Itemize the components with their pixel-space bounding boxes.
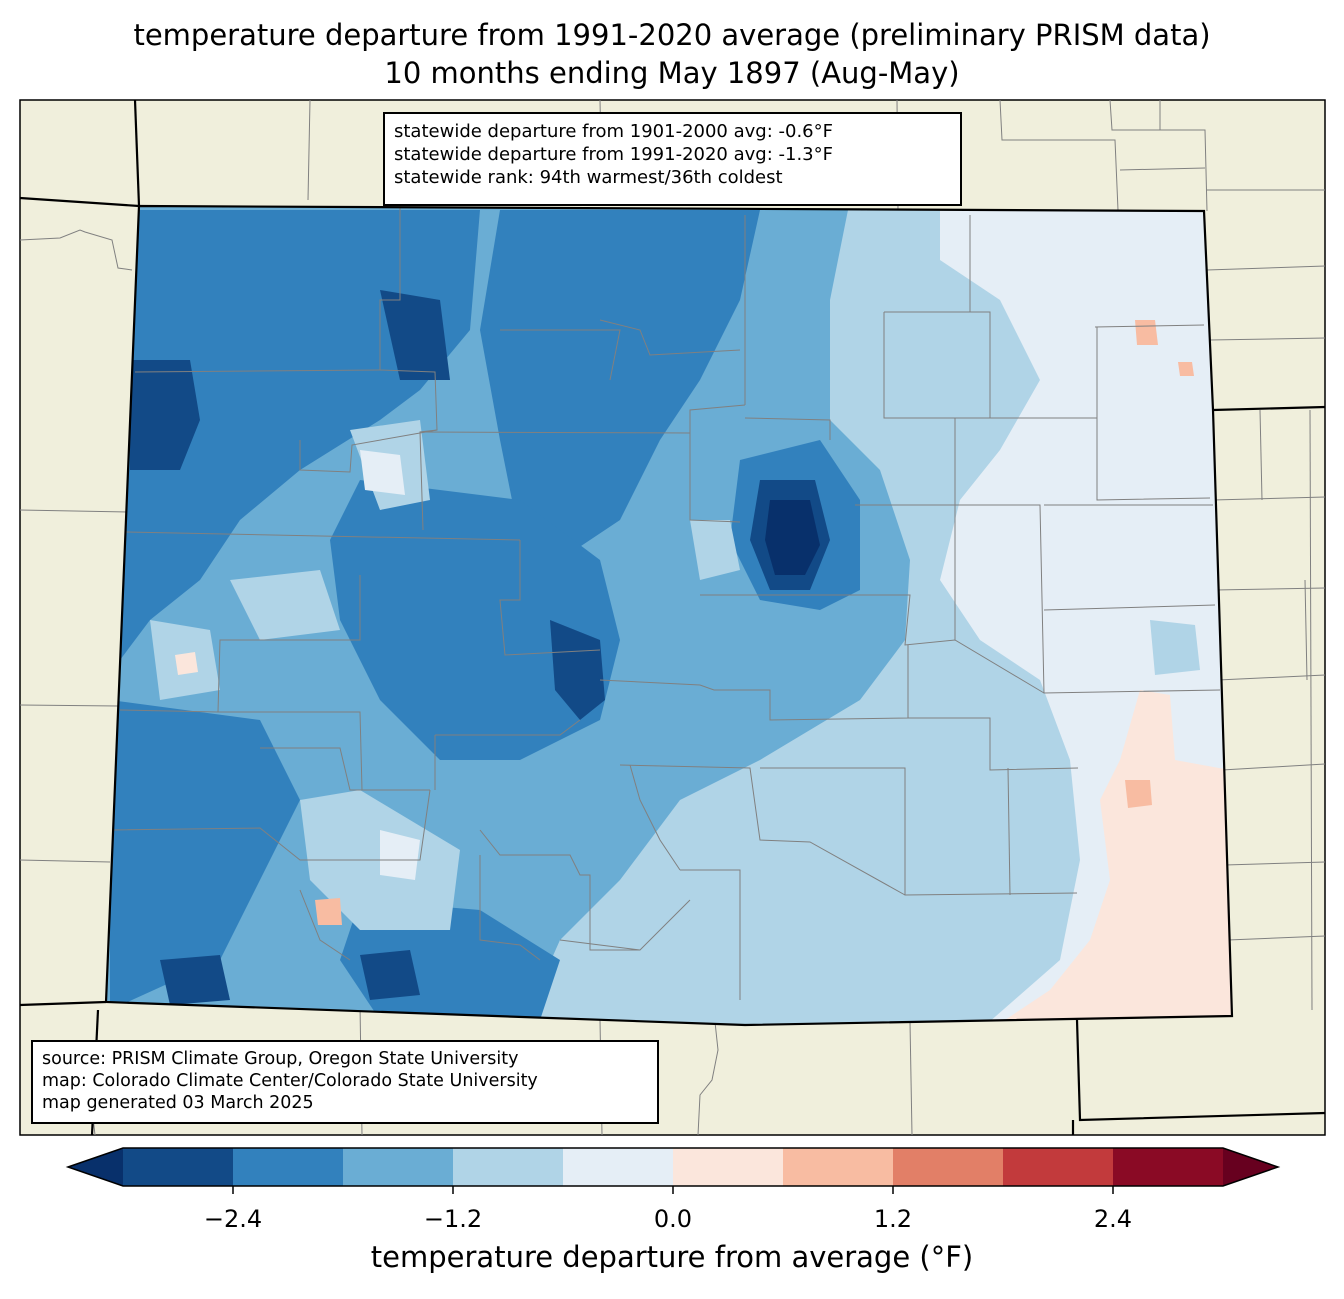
statewide-stats-box: statewide departure from 1901-2000 avg: … — [383, 112, 962, 206]
field-patch-pale-2 — [380, 830, 420, 880]
colorbar-bin-6 — [673, 1148, 783, 1186]
field-spot-warm-w — [175, 652, 198, 675]
colorbar-extend-low — [68, 1148, 123, 1186]
colorbar-tick-label-4: 1.2 — [873, 1205, 913, 1233]
colorbar-bin-4 — [453, 1148, 563, 1186]
source-line: source: PRISM Climate Group, Oregon Stat… — [42, 1049, 519, 1069]
colorbar-tick-label-3: 0.0 — [653, 1205, 693, 1233]
colorbar — [65, 1147, 1281, 1194]
field-spot-warm-ne-2 — [1178, 362, 1194, 376]
map-title-line-1: temperature departure from 1991-2020 ave… — [133, 18, 1211, 52]
field-spot-warm-sw — [315, 898, 342, 925]
colorbar-tick-label-1: −2.4 — [203, 1205, 263, 1233]
field-patch-pale-1 — [360, 450, 405, 495]
colorbar-tick-label-5: 2.4 — [1093, 1205, 1133, 1233]
field-region-dark-blue-north — [480, 210, 760, 560]
colorbar-bin-8 — [893, 1148, 1003, 1186]
colorbar-label: temperature departure from average (°F) — [370, 1240, 974, 1274]
field-region-dark-blue-central — [330, 480, 620, 760]
colorbar-extend-high — [1223, 1148, 1278, 1186]
field-spot-darkest-north — [380, 290, 450, 380]
map-credit-line: map: Colorado Climate Center/Colorado St… — [42, 1071, 538, 1091]
field-spot-warm-ne — [1135, 320, 1158, 345]
field-patch-light-4 — [230, 570, 340, 640]
colorbar-bin-2 — [233, 1148, 343, 1186]
field-spot-darkest-west — [130, 360, 200, 470]
stats-rank: statewide rank: 94th warmest/36th coldes… — [394, 167, 783, 188]
field-spot-darkest-south — [360, 950, 420, 1000]
field-region-dark-blue-sw — [110, 700, 300, 1010]
stats-departure-1991-2020: statewide departure from 1991-2020 avg: … — [394, 144, 833, 165]
field-spot-deepest-frontrange — [765, 500, 820, 575]
source-credit-box: source: PRISM Climate Group, Oregon Stat… — [31, 1040, 659, 1124]
colorado-outline — [104, 204, 1234, 1027]
field-spot-darkest-sw — [160, 955, 230, 1005]
temperature-field — [106, 206, 1232, 1025]
map-title-line-2: 10 months ending May 1897 (Aug-May) — [384, 56, 960, 90]
colorbar-bin-5 — [563, 1148, 673, 1186]
colorbar-bin-10 — [1113, 1148, 1223, 1186]
field-patch-light-east — [1150, 620, 1200, 675]
field-spot-darkest-central — [550, 620, 605, 720]
colorbar-bin-1 — [123, 1148, 233, 1186]
colorbar-bin-3 — [343, 1148, 453, 1186]
colorbar-ticks — [232, 1186, 1114, 1194]
field-region-warm-se — [990, 690, 1232, 1025]
colorbar-bin-9 — [1003, 1148, 1113, 1186]
field-spot-warm-se — [1125, 780, 1152, 808]
colorado-county-lines — [109, 206, 1221, 1000]
colorbar-bin-7 — [783, 1148, 893, 1186]
field-patch-light-5 — [690, 520, 740, 580]
stats-departure-1901-2000: statewide departure from 1901-2000 avg: … — [394, 121, 833, 142]
colorbar-tick-label-2: −1.2 — [423, 1205, 483, 1233]
generated-date-line: map generated 03 March 2025 — [42, 1093, 314, 1113]
